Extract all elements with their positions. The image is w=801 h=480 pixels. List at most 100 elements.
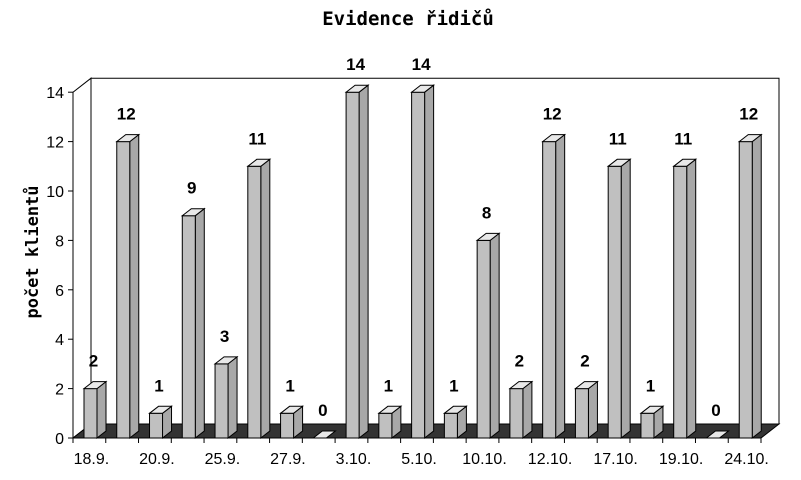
x-tick-label: 24.10. <box>724 451 768 468</box>
bar <box>115 133 141 440</box>
data-label: 2 <box>580 352 589 371</box>
y-tick-label: 0 <box>55 431 64 448</box>
bar-top <box>377 405 403 414</box>
bar-top <box>541 134 567 143</box>
bar-top <box>279 405 305 414</box>
bar-front <box>378 412 393 439</box>
data-label: 14 <box>346 55 365 74</box>
bar-front <box>738 141 753 439</box>
y-tick-label: 12 <box>46 135 64 152</box>
bar-top <box>246 158 272 167</box>
data-label: 1 <box>384 376 393 395</box>
x-tick-label: 18.9. <box>74 451 110 468</box>
y-axis: 0 2 4 6 8 10 12 14 <box>46 85 74 448</box>
bar <box>148 405 173 440</box>
data-label: 12 <box>543 105 562 124</box>
bar <box>246 158 272 440</box>
bar-side <box>686 158 697 440</box>
bar-top <box>115 134 141 143</box>
bar-front <box>443 412 458 439</box>
data-label: 12 <box>117 105 136 124</box>
data-label: 2 <box>515 352 524 371</box>
bar-front <box>476 239 491 439</box>
bar <box>213 355 239 440</box>
bar-side <box>522 380 533 440</box>
data-label: 1 <box>285 376 294 395</box>
data-label: 0 <box>711 401 720 420</box>
bar <box>508 380 534 440</box>
bar-series <box>82 84 763 440</box>
bar-side <box>489 232 500 440</box>
x-tick-label: 12.10. <box>528 451 572 468</box>
data-label: 12 <box>739 105 758 124</box>
x-tick-label: 25.9. <box>205 451 241 468</box>
bar-front <box>83 388 98 439</box>
bar-front <box>116 141 131 439</box>
bar-front <box>574 388 589 439</box>
x-tick-label: 27.9. <box>270 451 306 468</box>
data-label: 11 <box>248 129 266 148</box>
bar-top <box>82 381 108 390</box>
bar <box>344 84 370 440</box>
bar-top <box>213 356 239 365</box>
bar-front <box>247 165 262 439</box>
bar-top <box>508 381 534 390</box>
bar-top <box>606 158 632 167</box>
bar-front <box>640 412 655 439</box>
bar-side <box>129 133 140 440</box>
y-tick-label: 6 <box>55 283 64 300</box>
bar-front <box>280 412 295 439</box>
bar-top <box>148 405 173 414</box>
bar <box>82 380 108 440</box>
bar-front <box>607 165 622 439</box>
x-tick-label: 17.10. <box>593 451 637 468</box>
bar-side <box>424 84 435 440</box>
bar-front <box>214 363 229 439</box>
bar-side <box>587 380 598 440</box>
bar <box>573 380 599 440</box>
bar-front <box>542 141 557 439</box>
bar-top <box>442 405 468 414</box>
x-tick-label: 5.10. <box>401 451 437 468</box>
x-tick-label: 10.10. <box>462 451 506 468</box>
data-label: 11 <box>674 129 692 148</box>
data-label: 3 <box>220 327 229 346</box>
bar <box>180 207 206 440</box>
bar-side <box>260 158 271 440</box>
bar-top <box>639 405 665 414</box>
bar-top <box>344 84 370 93</box>
bar-front <box>181 215 196 439</box>
bar-side <box>620 158 631 440</box>
data-label: 2 <box>89 352 98 371</box>
bar <box>639 405 665 440</box>
data-label: 1 <box>646 376 655 395</box>
bar <box>279 405 305 440</box>
data-label: 9 <box>187 179 196 198</box>
bar-top <box>672 158 698 167</box>
bar <box>737 133 763 440</box>
bar <box>475 232 501 440</box>
bar-top <box>737 134 763 143</box>
bar-front <box>149 412 164 439</box>
chart-title: Evidence řidičů <box>322 6 494 30</box>
data-label: 0 <box>318 401 327 420</box>
bar-side <box>194 207 205 440</box>
bar-side <box>555 133 566 440</box>
bar <box>541 133 567 440</box>
x-tick-label: 3.10. <box>336 451 372 468</box>
data-label: 11 <box>609 129 627 148</box>
data-label: 8 <box>482 203 491 222</box>
bar-side <box>751 133 762 440</box>
x-axis: 18.9. 20.9. 25.9. 27.9. 3.10. 5.10. 10.10. 12.1… <box>72 437 769 468</box>
bar-side <box>96 380 107 440</box>
data-label: 1 <box>154 376 163 395</box>
bar-top <box>573 381 599 390</box>
y-tick-label: 8 <box>55 233 64 250</box>
bar-top <box>475 232 501 241</box>
bar-front <box>345 91 360 439</box>
bar-front <box>673 165 688 439</box>
bar-front <box>411 91 426 439</box>
y-tick-label: 10 <box>46 184 64 201</box>
